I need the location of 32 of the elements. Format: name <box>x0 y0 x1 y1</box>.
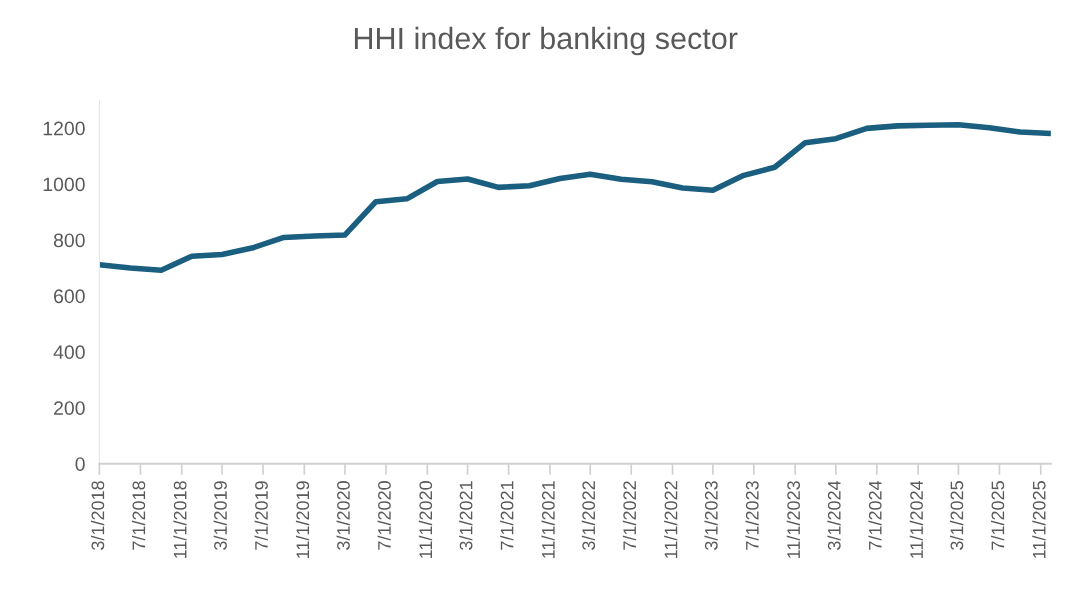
y-tick-label: 1200 <box>43 121 85 136</box>
x-tick-label: 7/1/2019 <box>254 481 268 550</box>
x-tick-label: 7/1/2018 <box>131 481 146 550</box>
y-tick-label: 0 <box>75 457 85 471</box>
x-tick-label: 11/1/2020 <box>418 481 433 558</box>
x-tick-label: 11/1/2021 <box>541 481 555 558</box>
x-tick-label: 3/1/2020 <box>336 481 350 550</box>
y-tick-label: 400 <box>53 345 85 360</box>
y-tick-label: 600 <box>54 289 85 304</box>
y-tick-label: 800 <box>53 233 85 248</box>
x-tick-label: 7/1/2023 <box>745 481 759 550</box>
x-tick-label: 11/1/2022 <box>664 481 678 558</box>
chart-title: HHI index for banking sector <box>354 26 738 56</box>
x-tick-label: 3/1/2018 <box>91 481 105 550</box>
x-tick-label: 7/1/2022 <box>622 481 637 550</box>
x-tick-label: 7/1/2024 <box>868 480 882 550</box>
x-tick-label: 11/1/2023 <box>786 481 801 558</box>
x-tick-label: 7/1/2020 <box>377 481 391 550</box>
x-tick-label: 3/1/2019 <box>213 481 227 550</box>
x-tick-label: 3/1/2025 <box>950 481 964 550</box>
x-tick-label: 11/1/2025 <box>1032 481 1046 558</box>
y-tick-label: 200 <box>54 401 85 415</box>
x-tick-label: 11/1/2018 <box>173 481 187 558</box>
x-tick-label: 3/1/2022 <box>581 481 596 550</box>
x-tick-label: 11/1/2019 <box>295 481 310 558</box>
y-tick-label: 1000 <box>43 177 85 192</box>
x-tick-label: 3/1/2024 <box>827 480 841 550</box>
x-tick-label: 11/1/2024 <box>909 480 923 558</box>
x-tick-label: 7/1/2025 <box>991 481 1005 550</box>
x-tick-label: 3/1/2023 <box>704 481 718 550</box>
x-tick-label: 7/1/2021 <box>500 481 514 550</box>
x-tick-label: 3/1/2021 <box>459 481 473 550</box>
